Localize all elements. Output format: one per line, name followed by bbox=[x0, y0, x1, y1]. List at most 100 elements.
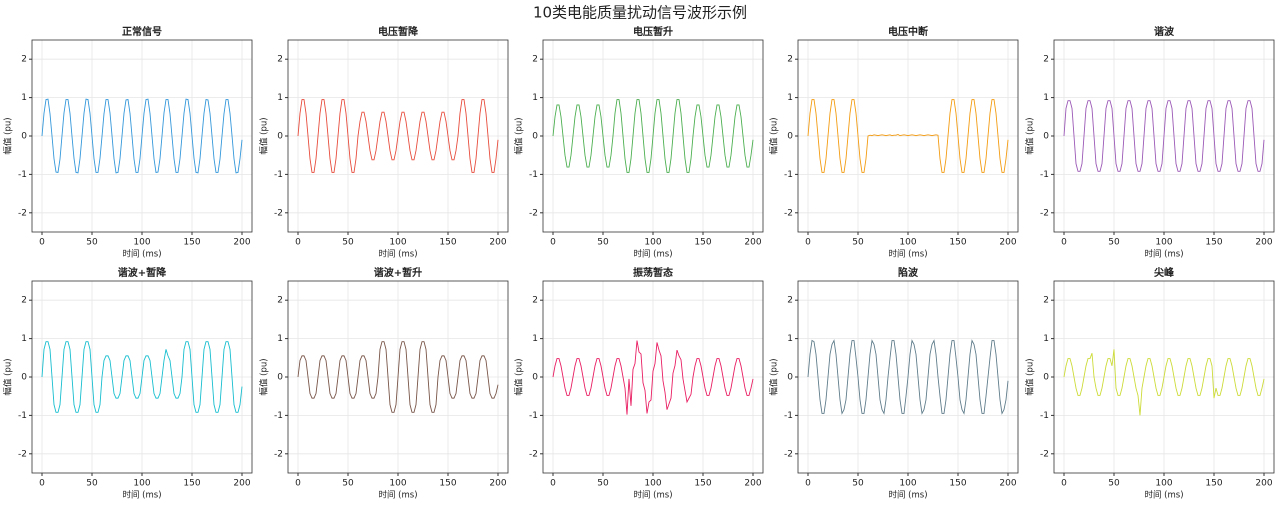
x-tick-label: 100 bbox=[644, 479, 661, 489]
axes-frame bbox=[31, 39, 253, 233]
subplot-title: 电压中断 bbox=[888, 25, 928, 38]
y-tick-label: 1 bbox=[21, 334, 27, 344]
y-axis-label: 幅值 (pu) bbox=[514, 358, 525, 395]
waveform bbox=[297, 341, 499, 413]
x-tick-label: 0 bbox=[39, 479, 45, 489]
x-tick-label: 100 bbox=[133, 479, 150, 489]
x-axis-label: 时间 (ms) bbox=[888, 249, 927, 260]
x-tick-label: 200 bbox=[744, 238, 761, 248]
y-tick-label: -2 bbox=[274, 208, 283, 218]
subplot-title: 谐波+暂降 bbox=[118, 266, 167, 279]
y-tick-label: 2 bbox=[1043, 296, 1049, 306]
y-tick-label: 0 bbox=[1043, 132, 1049, 142]
y-tick-label: 1 bbox=[277, 334, 283, 344]
waveform bbox=[41, 341, 243, 413]
axes-frame bbox=[542, 280, 764, 474]
y-tick-label: -2 bbox=[1040, 449, 1049, 459]
x-tick-label: 50 bbox=[342, 238, 354, 248]
x-tick-label: 150 bbox=[949, 479, 966, 489]
x-tick-label: 150 bbox=[183, 479, 200, 489]
axes-frame bbox=[31, 280, 253, 474]
y-tick-label: 2 bbox=[277, 55, 283, 65]
subplot-title: 尖峰 bbox=[1154, 266, 1175, 279]
y-tick-label: 1 bbox=[532, 93, 538, 103]
subplot-title: 振荡暂态 bbox=[633, 266, 673, 279]
x-axis-label: 时间 (ms) bbox=[1144, 490, 1183, 501]
y-tick-label: -1 bbox=[274, 170, 283, 180]
axes-frame bbox=[1053, 39, 1275, 233]
x-tick-label: 0 bbox=[805, 479, 811, 489]
waveform bbox=[807, 99, 1009, 173]
x-axis-label: 时间 (ms) bbox=[633, 490, 672, 501]
x-tick-label: 50 bbox=[852, 238, 864, 248]
y-axis-label: 幅值 (pu) bbox=[259, 358, 270, 395]
x-axis-label: 时间 (ms) bbox=[1144, 249, 1183, 260]
x-tick-label: 50 bbox=[342, 479, 354, 489]
waveform bbox=[552, 99, 754, 173]
y-axis-label: 幅值 (pu) bbox=[3, 117, 14, 154]
x-tick-label: 50 bbox=[597, 479, 609, 489]
x-tick-label: 200 bbox=[233, 238, 250, 248]
x-tick-label: 150 bbox=[949, 238, 966, 248]
y-tick-label: 2 bbox=[787, 55, 793, 65]
x-tick-label: 100 bbox=[389, 479, 406, 489]
x-tick-label: 50 bbox=[1108, 238, 1120, 248]
y-tick-label: -1 bbox=[274, 411, 283, 421]
y-tick-label: -2 bbox=[274, 449, 283, 459]
waveform bbox=[1063, 100, 1265, 172]
x-tick-label: 150 bbox=[1205, 238, 1222, 248]
x-tick-label: 200 bbox=[1255, 479, 1272, 489]
y-tick-label: 0 bbox=[277, 132, 283, 142]
x-tick-label: 150 bbox=[439, 238, 456, 248]
x-tick-label: 150 bbox=[439, 479, 456, 489]
subplot-title: 陷波 bbox=[898, 266, 919, 279]
y-tick-label: -1 bbox=[18, 170, 27, 180]
x-tick-label: 100 bbox=[899, 238, 916, 248]
x-tick-label: 150 bbox=[183, 238, 200, 248]
x-tick-label: 0 bbox=[550, 479, 556, 489]
y-tick-label: 1 bbox=[787, 334, 793, 344]
y-tick-label: 0 bbox=[21, 373, 27, 383]
y-tick-label: -1 bbox=[1040, 411, 1049, 421]
y-tick-label: -1 bbox=[784, 170, 793, 180]
subplot-title: 正常信号 bbox=[122, 25, 162, 38]
y-tick-label: 1 bbox=[532, 334, 538, 344]
x-tick-label: 150 bbox=[694, 238, 711, 248]
x-tick-label: 50 bbox=[852, 479, 864, 489]
axes-frame bbox=[287, 280, 509, 474]
y-tick-label: 2 bbox=[21, 296, 27, 306]
waveform bbox=[297, 99, 499, 173]
x-tick-label: 50 bbox=[86, 238, 98, 248]
y-tick-label: -1 bbox=[18, 411, 27, 421]
y-axis-label: 幅值 (pu) bbox=[769, 358, 780, 395]
x-tick-label: 200 bbox=[999, 479, 1016, 489]
y-tick-label: 2 bbox=[787, 296, 793, 306]
x-tick-label: 0 bbox=[550, 238, 556, 248]
subplot-title: 电压暂升 bbox=[633, 25, 673, 38]
x-tick-label: 100 bbox=[899, 479, 916, 489]
x-tick-label: 150 bbox=[1205, 479, 1222, 489]
x-axis-label: 时间 (ms) bbox=[378, 249, 417, 260]
y-tick-label: -1 bbox=[529, 170, 538, 180]
x-tick-label: 100 bbox=[133, 238, 150, 248]
x-tick-label: 0 bbox=[39, 238, 45, 248]
y-tick-label: -1 bbox=[784, 411, 793, 421]
x-tick-label: 50 bbox=[1108, 479, 1120, 489]
y-tick-label: 1 bbox=[21, 93, 27, 103]
y-axis-label: 幅值 (pu) bbox=[514, 117, 525, 154]
x-tick-label: 150 bbox=[694, 479, 711, 489]
axes-frame bbox=[797, 39, 1019, 233]
y-tick-label: -2 bbox=[784, 449, 793, 459]
subplot-title: 谐波 bbox=[1154, 25, 1175, 38]
x-tick-label: 200 bbox=[233, 479, 250, 489]
y-tick-label: 0 bbox=[532, 132, 538, 142]
y-tick-label: -2 bbox=[529, 449, 538, 459]
x-tick-label: 100 bbox=[1155, 238, 1172, 248]
y-tick-label: -2 bbox=[18, 449, 27, 459]
figure-title: 10类电能质量扰动信号波形示例 bbox=[533, 4, 747, 22]
y-tick-label: -2 bbox=[18, 208, 27, 218]
y-tick-label: -1 bbox=[529, 411, 538, 421]
axes-frame bbox=[797, 280, 1019, 474]
y-tick-label: 1 bbox=[1043, 93, 1049, 103]
y-axis-label: 幅值 (pu) bbox=[3, 358, 14, 395]
